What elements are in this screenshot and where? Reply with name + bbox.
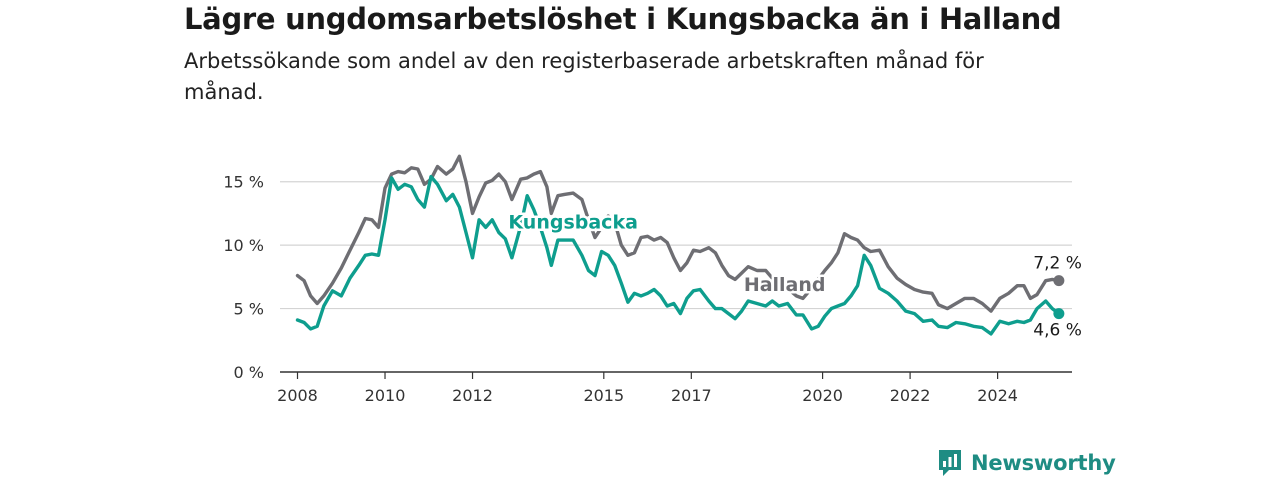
x-tick-label: 2012 [452,386,493,405]
chart-subtitle: Arbetssökande som andel av den registerb… [184,49,984,104]
y-tick-label: 15 % [223,173,264,192]
x-tick-label: 2020 [802,386,843,405]
end-value-label-halland: 7,2 % [1033,254,1082,274]
end-point-kungsbacka [1053,308,1065,320]
x-tick-label: 2017 [671,386,712,405]
chart-title: Lägre ungdomsarbetslöshet i Kungsbacka ä… [184,2,1062,36]
x-tick-label: 2022 [890,386,931,405]
end-value-label-kungsbacka: 4,6 % [1033,321,1082,341]
series-label-halland: Halland [744,274,826,296]
series-line-halland [295,154,1061,313]
newsworthy-logo-icon [939,450,961,476]
y-tick-label: 10 % [223,236,264,255]
y-tick-label: 5 % [234,300,264,319]
end-point-halland [1053,275,1065,287]
series-label-kungsbacka: Kungsbacka [508,212,638,234]
brand-name: Newsworthy [971,451,1116,475]
y-tick-label: 0 % [234,363,264,382]
brand-logo: Newsworthy [937,448,1116,478]
x-tick-label: 2015 [583,386,624,405]
series-line-kungsbacka [295,174,1061,336]
x-tick-label: 2008 [277,386,318,405]
line-chart: 0 % 5 % 10 % 15 % 2008 2010 2012 2015 2017 2020 20… [223,154,1084,405]
x-tick-label: 2010 [365,386,406,405]
x-tick-label: 2024 [977,386,1018,405]
